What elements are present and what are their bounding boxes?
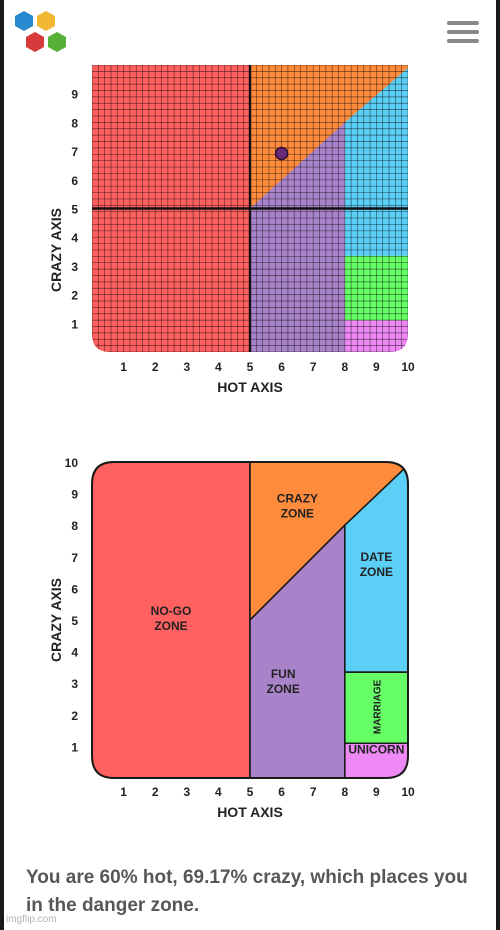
top-x-tick-label: 7: [310, 360, 317, 374]
top-y-tick-label: 8: [71, 116, 78, 130]
bottom-y-tick-label: 6: [71, 582, 78, 596]
zone-label-marriage: MARRIAGE: [372, 679, 383, 734]
top-y-tick-label: 5: [71, 203, 78, 217]
top-y-tick-label: 7: [71, 145, 78, 159]
zone-label-no-go: ZONE: [154, 619, 187, 633]
bottom-x-tick-label: 2: [152, 785, 159, 799]
bottom-x-tick-label: 8: [341, 785, 348, 799]
top-x-tick-label: 6: [278, 360, 285, 374]
bottom-x-tick-label: 4: [215, 785, 222, 799]
bottom-y-tick-label: 8: [71, 519, 78, 533]
zone-no-go: [92, 462, 251, 778]
top-x-tick-label: 4: [215, 360, 222, 374]
zone-label-crazy: CRAZY: [277, 492, 318, 506]
bottom-x-tick-label: 9: [373, 785, 380, 799]
bottom-x-tick-label: 3: [183, 785, 190, 799]
zone-marriage: [343, 671, 408, 745]
zone-label-crazy: ZONE: [281, 507, 314, 521]
zone-label-fun: ZONE: [267, 682, 300, 696]
top-y-tick-label: 3: [71, 260, 78, 274]
zone-date: [343, 463, 408, 673]
bottom-x-tick-label: 5: [247, 785, 254, 799]
top-y-tick-label: 4: [71, 231, 78, 245]
top-x-tick-label: 9: [373, 360, 380, 374]
top-y-tick-label: 1: [71, 317, 78, 331]
imgflip-watermark: imgflip.com: [6, 914, 57, 925]
bottom-y-tick-label: 5: [71, 614, 78, 628]
bottom-x-axis-label: HOT AXIS: [217, 804, 283, 820]
zones-frame: [91, 461, 409, 779]
top-x-tick-label: 10: [401, 360, 415, 374]
bottom-y-tick-label: 3: [71, 677, 78, 691]
zone-label-fun: FUN: [271, 667, 296, 681]
top-y-tick-label: 2: [71, 289, 78, 303]
zone-unicorn: [343, 742, 408, 778]
hot-crazy-grid-chart: 1 2 3 4 5 6 7 8 9 1 2 3 4 5 6 7 8 9 10 CRAZY AXIS HOT AXI…: [48, 65, 415, 395]
top-y-tick-label: 6: [71, 174, 78, 188]
bottom-y-tick-label: 10: [65, 456, 79, 470]
bottom-y-axis-label: CRAZY AXIS: [48, 578, 64, 662]
hamburger-menu-icon[interactable]: [447, 18, 481, 48]
bottom-x-tick-label: 6: [278, 785, 285, 799]
top-x-tick-label: 2: [152, 360, 159, 374]
top-x-tick-label: 5: [247, 360, 254, 374]
zone-fun: [249, 523, 346, 778]
top-y-tick-label: 9: [71, 88, 78, 102]
bottom-x-tick-label: 10: [401, 785, 415, 799]
header: [0, 0, 500, 64]
zone-label-unicorn: UNICORN: [348, 743, 404, 757]
bottom-x-tick-label: 1: [120, 785, 127, 799]
imgflip-logo-icon[interactable]: [10, 10, 74, 56]
zone-label-date: ZONE: [360, 565, 393, 579]
bottom-y-tick-label: 4: [71, 646, 78, 660]
result-text: You are 60% hot, 69.17% crazy, which pla…: [26, 867, 468, 916]
zone-label-date: DATE: [361, 550, 393, 564]
bottom-y-tick-label: 7: [71, 551, 78, 565]
top-x-tick-label: 3: [183, 360, 190, 374]
bottom-y-tick-label: 9: [71, 488, 78, 502]
bottom-y-tick-label: 2: [71, 709, 78, 723]
zone-label-no-go: NO-GO: [151, 604, 192, 618]
device-frame-left: [0, 0, 4, 930]
bottom-y-tick-label: 1: [71, 740, 78, 754]
bottom-x-tick-label: 7: [310, 785, 317, 799]
device-frame-right: [496, 0, 500, 930]
top-x-tick-label: 1: [120, 360, 127, 374]
top-x-axis-label: HOT AXIS: [217, 379, 283, 395]
top-x-tick-label: 8: [341, 360, 348, 374]
top-y-axis-label: CRAZY AXIS: [48, 208, 64, 292]
your-score-point: [274, 146, 289, 161]
hot-crazy-zones-chart: NO-GOZONECRAZYZONEFUNZONEDATEZONEMARRIAG…: [48, 456, 415, 820]
